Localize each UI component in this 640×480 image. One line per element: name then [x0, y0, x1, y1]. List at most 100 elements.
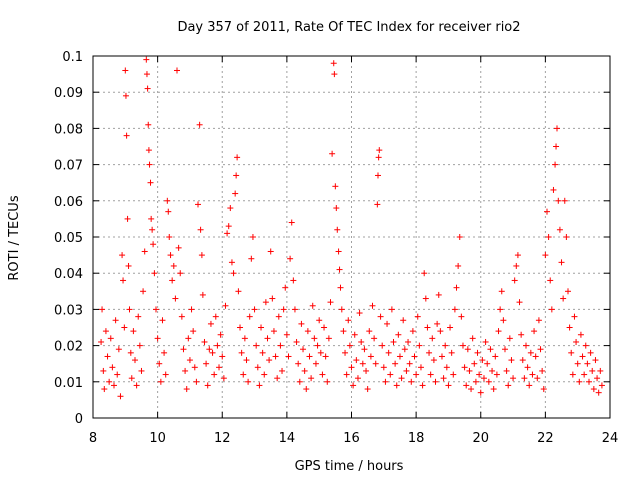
data-point	[303, 386, 310, 393]
data-point	[114, 371, 121, 378]
data-point	[233, 172, 240, 179]
data-point	[574, 360, 581, 367]
data-point	[592, 357, 599, 364]
y-tick-label: 0.08	[54, 122, 83, 137]
data-point	[474, 349, 481, 356]
data-point	[309, 302, 316, 309]
data-point	[228, 259, 235, 266]
data-point	[519, 357, 526, 364]
data-point	[350, 382, 357, 389]
data-point	[162, 371, 169, 378]
data-point	[225, 223, 232, 230]
x-tick-label: 16	[343, 431, 360, 446]
data-point	[300, 346, 307, 353]
data-point	[346, 342, 353, 349]
data-point	[214, 342, 221, 349]
data-point	[319, 371, 326, 378]
y-tick-label: 0.04	[54, 267, 83, 282]
data-point	[264, 335, 271, 342]
data-point	[429, 335, 436, 342]
data-point	[243, 357, 250, 364]
data-point	[417, 364, 424, 371]
data-point	[545, 234, 552, 240]
data-point	[422, 295, 429, 302]
data-point	[337, 284, 344, 291]
data-point	[358, 338, 365, 345]
data-point	[426, 349, 433, 356]
data-point	[554, 125, 561, 132]
data-point	[167, 252, 174, 259]
data-point	[398, 375, 405, 382]
data-point	[151, 270, 158, 277]
data-point	[279, 367, 286, 374]
data-point	[406, 360, 413, 367]
data-point	[335, 248, 342, 255]
data-point	[198, 252, 205, 259]
data-point	[219, 353, 226, 360]
data-point	[587, 349, 594, 356]
data-point	[125, 262, 132, 269]
data-point	[343, 371, 350, 378]
data-point	[351, 331, 358, 338]
data-point	[524, 364, 531, 371]
data-point	[598, 382, 605, 389]
x-axis-label: GPS time / hours	[295, 459, 404, 474]
data-point	[212, 313, 219, 320]
data-point	[514, 252, 521, 259]
data-point	[408, 378, 415, 385]
data-point	[275, 313, 282, 320]
data-point	[238, 349, 245, 356]
data-point	[531, 328, 538, 335]
data-point	[477, 389, 484, 396]
data-point	[327, 299, 334, 306]
data-point	[175, 244, 182, 251]
data-point	[180, 346, 187, 353]
data-point	[338, 306, 345, 313]
data-point	[584, 360, 591, 367]
data-point	[472, 378, 479, 385]
data-point	[595, 389, 602, 396]
data-point	[497, 306, 504, 313]
data-point	[222, 302, 229, 309]
data-point	[306, 353, 313, 360]
data-point	[564, 288, 571, 295]
data-point	[440, 375, 447, 382]
data-point	[529, 371, 536, 378]
data-point	[424, 324, 431, 331]
data-point	[143, 71, 150, 78]
data-point	[547, 277, 554, 284]
data-point	[145, 147, 152, 154]
data-point	[498, 288, 505, 295]
data-point	[526, 382, 533, 389]
data-point	[112, 317, 119, 324]
data-point	[348, 364, 355, 371]
data-point	[144, 85, 151, 92]
data-point	[590, 386, 597, 393]
data-point	[482, 338, 489, 345]
data-point	[522, 342, 529, 349]
data-point	[471, 360, 478, 367]
data-point	[345, 317, 352, 324]
y-tick-label: 0.06	[54, 195, 83, 210]
data-point	[377, 313, 384, 320]
data-point	[266, 357, 273, 364]
data-point	[291, 306, 298, 313]
chart-title: Day 357 of 2011, Rate Of TEC Index for r…	[177, 20, 520, 35]
data-point	[419, 382, 426, 389]
data-point	[490, 386, 497, 393]
data-point	[156, 360, 163, 367]
data-point	[164, 197, 171, 204]
data-point	[552, 161, 559, 168]
data-point	[295, 360, 302, 367]
data-point	[480, 375, 487, 382]
data-point	[561, 197, 568, 204]
data-point	[450, 371, 457, 378]
data-point	[120, 277, 127, 284]
data-point	[387, 371, 394, 378]
data-point	[364, 386, 371, 393]
data-point	[123, 132, 130, 139]
x-tick-label: 10	[149, 431, 166, 446]
data-point	[216, 364, 223, 371]
data-point	[589, 367, 596, 374]
data-point	[98, 338, 105, 345]
